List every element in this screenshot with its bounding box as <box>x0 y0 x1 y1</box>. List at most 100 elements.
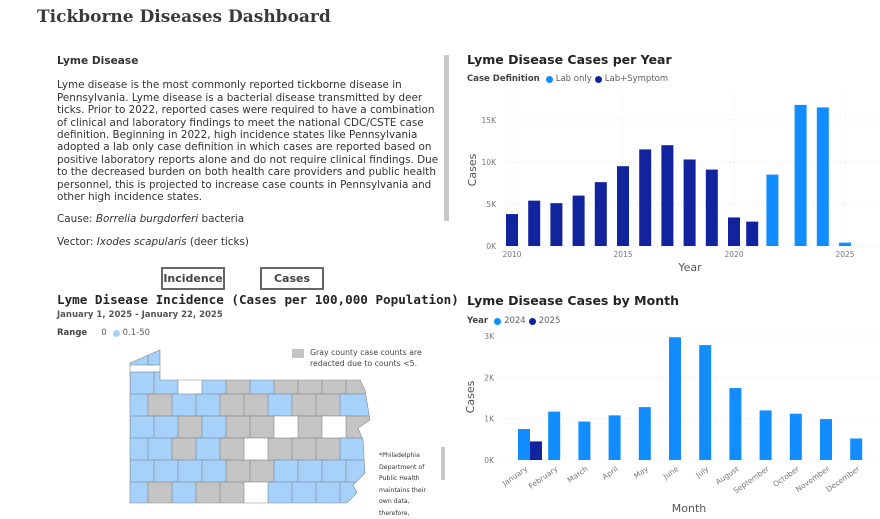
info-scrollbar[interactable] <box>444 55 449 221</box>
bar-2024-may[interactable] <box>638 407 651 460</box>
pa-county-map[interactable] <box>125 345 385 510</box>
bar-2025[interactable] <box>839 242 851 246</box>
cause-line: Cause: Borrelia burgdorferi bacteria <box>57 213 441 225</box>
county[interactable] <box>195 345 227 366</box>
county[interactable] <box>243 345 275 366</box>
bar-2024-september[interactable] <box>759 410 772 460</box>
map-date-range: January 1, 2025 - January 22, 2025 <box>57 310 223 320</box>
y-tick-label: 0K <box>484 456 495 465</box>
bar-2020[interactable] <box>728 217 740 246</box>
cases-button[interactable]: Cases <box>260 267 324 290</box>
bar-2024-december[interactable] <box>850 438 863 460</box>
bar-2011[interactable] <box>528 200 541 246</box>
cause-label: Cause: <box>57 213 96 226</box>
county[interactable] <box>345 371 376 396</box>
y-tick-label: 0K <box>486 242 497 251</box>
y-tick-label: 15K <box>482 116 498 125</box>
x-tick-label: 2010 <box>502 250 521 259</box>
yearly-legend-title: Case Definition <box>467 74 540 84</box>
y-tick-label: 1K <box>484 415 495 424</box>
note-scrollbar[interactable] <box>441 447 445 480</box>
county[interactable] <box>171 345 203 366</box>
county[interactable] <box>339 481 370 505</box>
bar-2019[interactable] <box>705 169 718 246</box>
bar-2024-october[interactable] <box>789 413 802 460</box>
legend-range: 0.1-50 <box>122 328 151 338</box>
map-title: Lyme Disease Incidence (Cases per 100,00… <box>57 292 459 307</box>
x-tick-label: 2015 <box>613 250 632 259</box>
county[interactable] <box>345 459 376 484</box>
bar-2025-january[interactable] <box>530 441 542 460</box>
month-label: August <box>714 464 741 486</box>
bar-2012[interactable] <box>550 203 563 246</box>
gray-note: Gray county case counts are redacted due… <box>310 348 422 368</box>
incidence-button[interactable]: Incidence <box>161 267 225 290</box>
philadelphia-note: *Philadelphia Department of Public Healt… <box>379 452 426 517</box>
cause-suffix: bacteria <box>198 213 245 226</box>
y-axis-title: Cases <box>466 153 479 186</box>
bar-2023[interactable] <box>794 104 807 246</box>
bar-2024-august[interactable] <box>729 388 742 460</box>
legend-dot-icon <box>594 75 602 83</box>
legend-dot-icon <box>545 75 553 83</box>
month-label: July <box>693 464 710 480</box>
bar-2024-march[interactable] <box>578 421 591 460</box>
legend-zero: 0 <box>101 328 107 338</box>
county[interactable] <box>339 437 370 462</box>
month-label: December <box>824 464 862 494</box>
bar-2024-february[interactable] <box>548 411 561 460</box>
y-tick-label: 5K <box>486 200 497 209</box>
bar-2016[interactable] <box>639 149 652 246</box>
bar-2010[interactable] <box>506 214 518 246</box>
legend-lab-only[interactable]: Lab only <box>555 74 592 84</box>
bar-2022[interactable] <box>766 174 779 246</box>
county[interactable] <box>147 345 179 366</box>
bar-2017[interactable] <box>661 145 674 246</box>
legend-2024[interactable]: 2024 <box>504 316 526 326</box>
cause-value: Borrelia burgdorferi <box>95 213 199 226</box>
bar-2024-april[interactable] <box>608 415 621 460</box>
dashboard-title: Tickborne Diseases Dashboard <box>37 7 331 27</box>
yearly-chart-title: Lyme Disease Cases per Year <box>467 52 672 67</box>
legend-dot-icon <box>528 317 536 325</box>
month-label: March <box>566 464 590 485</box>
bar-2024-july[interactable] <box>699 345 712 460</box>
bar-2024-january[interactable] <box>518 429 530 460</box>
bar-2014[interactable] <box>594 182 607 246</box>
info-heading: Lyme Disease <box>57 55 139 67</box>
bar-2021[interactable] <box>746 221 759 246</box>
x-tick-label: 2020 <box>724 250 743 259</box>
bar-2024[interactable] <box>816 107 829 247</box>
legend-2025[interactable]: 2025 <box>538 316 561 326</box>
gray-swatch <box>292 349 304 358</box>
map-legend-label: Range <box>57 328 88 338</box>
month-label: February <box>527 464 560 491</box>
legend-lab-symptom[interactable]: Lab+Symptom <box>604 74 669 84</box>
y-tick-label: 3K <box>484 332 495 341</box>
yearly-cases-chart[interactable]: 0K 5K 10K 15K 2010 2015 2020 2025 Year Cases <box>460 85 880 280</box>
yearly-legend: Case Definition Lab only Lab+Symptom <box>467 74 668 84</box>
county[interactable] <box>339 393 370 418</box>
monthly-legend: Year 2024 2025 <box>467 316 560 326</box>
vector-line: Vector: Ixodes scapularis (deer ticks) <box>57 236 441 248</box>
x-axis-title: Year <box>677 261 702 274</box>
info-paragraph: Lyme disease is the most commonly report… <box>57 79 439 204</box>
y-tick-label: 10K <box>482 158 498 167</box>
y-tick-label: 2K <box>484 373 495 382</box>
bar-2024-november[interactable] <box>820 419 832 460</box>
legend-dot-icon <box>112 329 120 337</box>
county[interactable] <box>219 345 251 366</box>
bar-2013[interactable] <box>572 195 585 246</box>
month-label: May <box>632 464 650 481</box>
month-label: January <box>500 464 530 489</box>
vector-label: Vector: <box>57 235 97 248</box>
monthly-chart-title: Lyme Disease Cases by Month <box>467 293 679 308</box>
bar-2024-june[interactable] <box>669 337 681 460</box>
bar-2018[interactable] <box>683 159 696 246</box>
x-axis-title: Month <box>672 502 707 514</box>
bar-2015[interactable] <box>617 166 629 246</box>
y-axis-title: Cases <box>464 380 477 413</box>
vector-suffix: (deer ticks) <box>186 235 249 248</box>
map-legend: Range 0 0.1-50 <box>57 328 150 338</box>
